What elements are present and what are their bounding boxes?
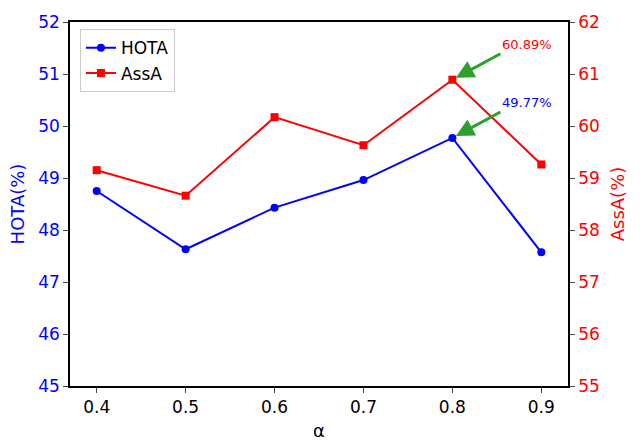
svg-text:60: 60 [578, 116, 600, 136]
svg-text:0.5: 0.5 [172, 397, 199, 417]
svg-text:49.77%: 49.77% [502, 95, 552, 110]
svg-text:HOTA(%): HOTA(%) [7, 164, 28, 245]
svg-text:51: 51 [38, 64, 60, 84]
svg-text:56: 56 [578, 324, 600, 344]
svg-text:55: 55 [578, 376, 600, 396]
svg-text:52: 52 [38, 12, 60, 32]
svg-text:45: 45 [38, 376, 60, 396]
svg-text:57: 57 [578, 272, 600, 292]
svg-text:AssA: AssA [121, 64, 162, 84]
svg-text:58: 58 [578, 220, 600, 240]
svg-text:48: 48 [38, 220, 60, 240]
svg-text:46: 46 [38, 324, 60, 344]
svg-text:0.9: 0.9 [528, 397, 555, 417]
svg-text:49: 49 [38, 168, 60, 188]
svg-text:0.7: 0.7 [350, 397, 377, 417]
svg-text:47: 47 [38, 272, 60, 292]
svg-text:0.4: 0.4 [83, 397, 110, 417]
svg-text:0.6: 0.6 [261, 397, 288, 417]
svg-text:0.8: 0.8 [439, 397, 466, 417]
svg-text:50: 50 [38, 116, 60, 136]
svg-text:59: 59 [578, 168, 600, 188]
svg-text:HOTA: HOTA [121, 38, 168, 58]
svg-text:AssA(%): AssA(%) [607, 167, 628, 242]
svg-text:α: α [313, 420, 325, 441]
svg-text:60.89%: 60.89% [502, 37, 552, 52]
svg-text:62: 62 [578, 12, 600, 32]
svg-text:61: 61 [578, 64, 600, 84]
